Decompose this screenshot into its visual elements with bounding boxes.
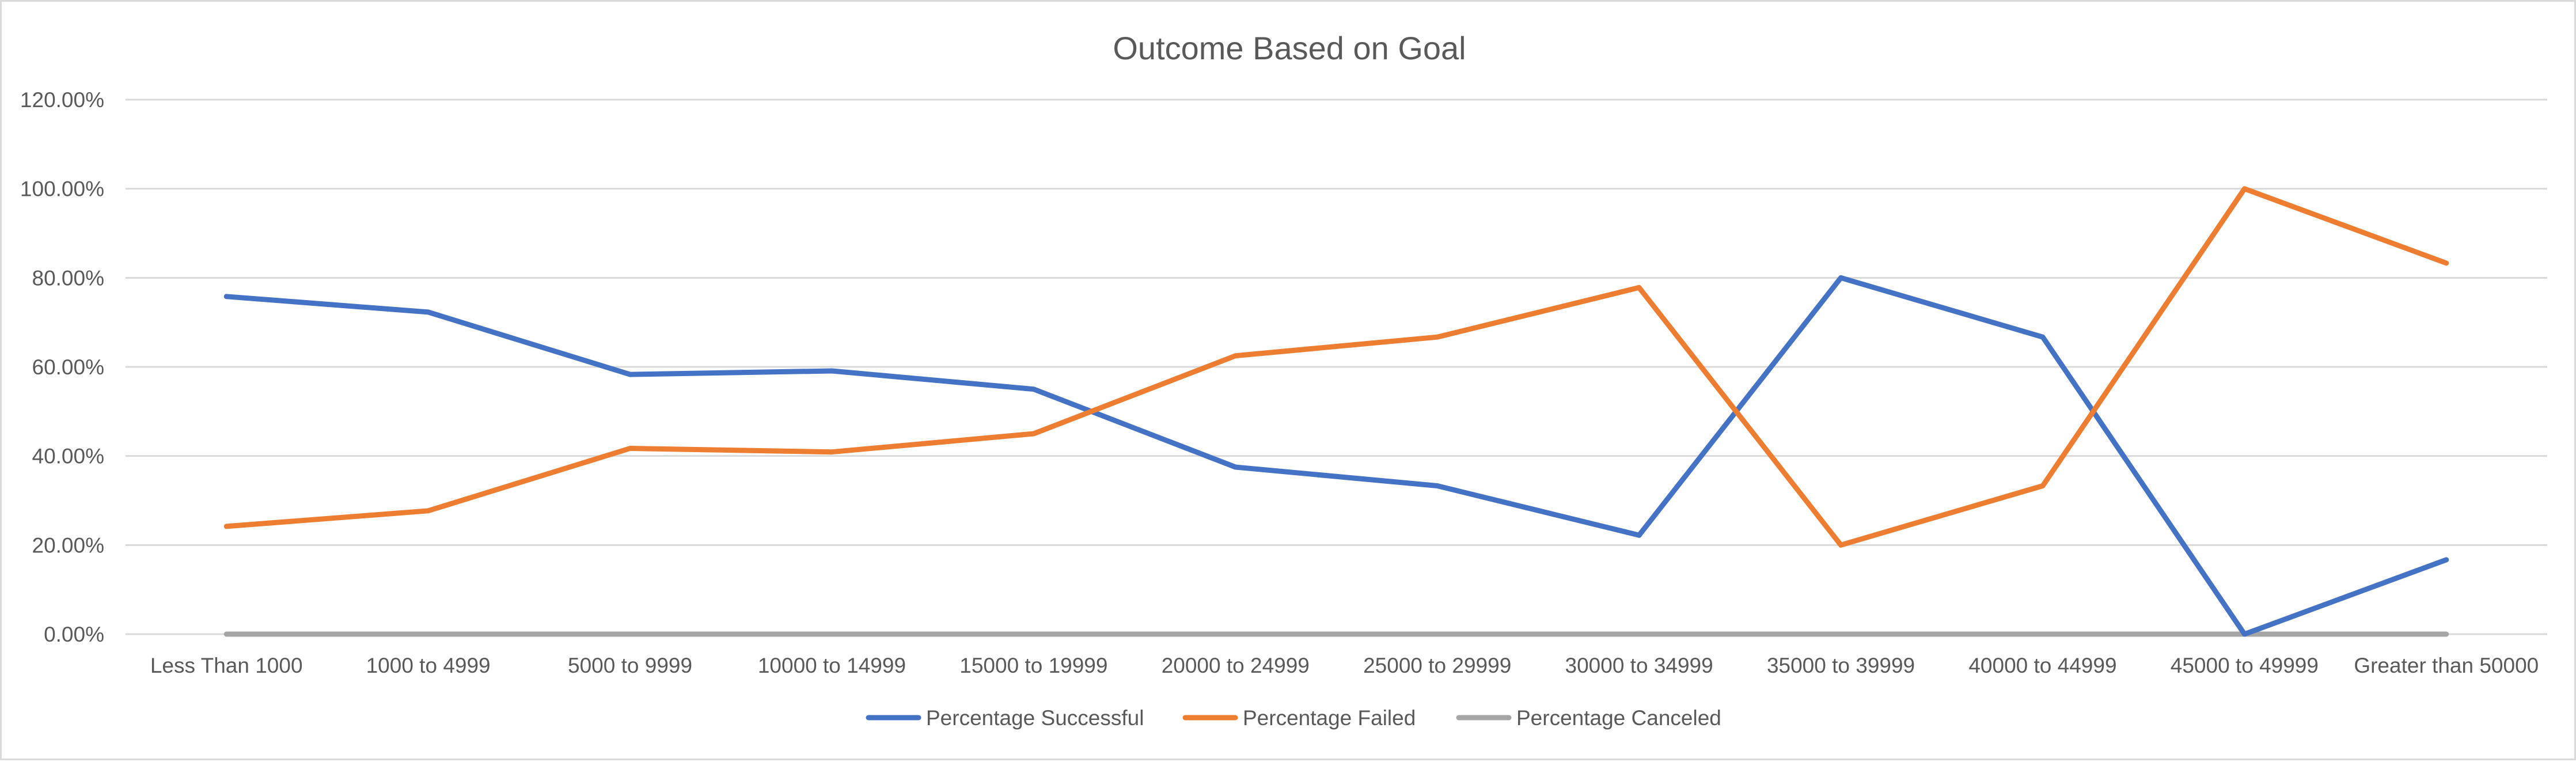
legend-item-percentage-failed: Percentage Failed (1182, 706, 1416, 730)
y-tick-label: 60.00% (32, 355, 105, 379)
series-line-percentage-successful (223, 275, 2449, 637)
x-tick-label: 40000 to 44999 (1968, 654, 2116, 677)
x-tick-label: 1000 to 4999 (366, 654, 491, 677)
series-line-percentage-failed (223, 186, 2449, 548)
legend: Percentage Successful Percentage Failed Pe… (866, 706, 1721, 730)
x-tick-label: 45000 to 49999 (2171, 654, 2319, 677)
y-tick-label: 80.00% (32, 266, 105, 290)
y-tick-label: 100.00% (20, 177, 104, 201)
x-axis-tick-labels: Less Than 1000 1000 to 4999 5000 to 9999 10… (150, 654, 2539, 677)
x-tick-label: 15000 to 19999 (959, 654, 1107, 677)
x-tick-label: 10000 to 14999 (758, 654, 906, 677)
legend-item-percentage-successful: Percentage Successful (866, 706, 1144, 730)
x-tick-label: 25000 to 29999 (1363, 654, 1511, 677)
y-tick-label: 40.00% (32, 445, 105, 468)
legend-label: Percentage Canceled (1516, 706, 1721, 730)
gridlines (126, 98, 2547, 635)
x-tick-label: 5000 to 9999 (568, 654, 692, 677)
x-tick-label: Less Than 1000 (150, 654, 303, 677)
y-tick-label: 0.00% (44, 623, 104, 646)
x-tick-label: 20000 to 24999 (1162, 654, 1310, 677)
y-axis-tick-labels: 0.00% 20.00% 40.00% 60.00% 80.00% 100.00% 120.… (20, 88, 104, 646)
x-tick-label: 35000 to 39999 (1767, 654, 1915, 677)
legend-label: Percentage Successful (926, 706, 1144, 730)
legend-item-percentage-canceled: Percentage Canceled (1456, 706, 1721, 730)
x-tick-label: Greater than 50000 (2354, 654, 2539, 677)
legend-label: Percentage Failed (1243, 706, 1416, 730)
y-tick-label: 20.00% (32, 533, 105, 557)
series-lines (223, 186, 2449, 637)
y-tick-label: 120.00% (20, 88, 104, 112)
chart-title: Outcome Based on Goal (1113, 30, 1466, 66)
x-tick-label: 30000 to 34999 (1565, 654, 1713, 677)
